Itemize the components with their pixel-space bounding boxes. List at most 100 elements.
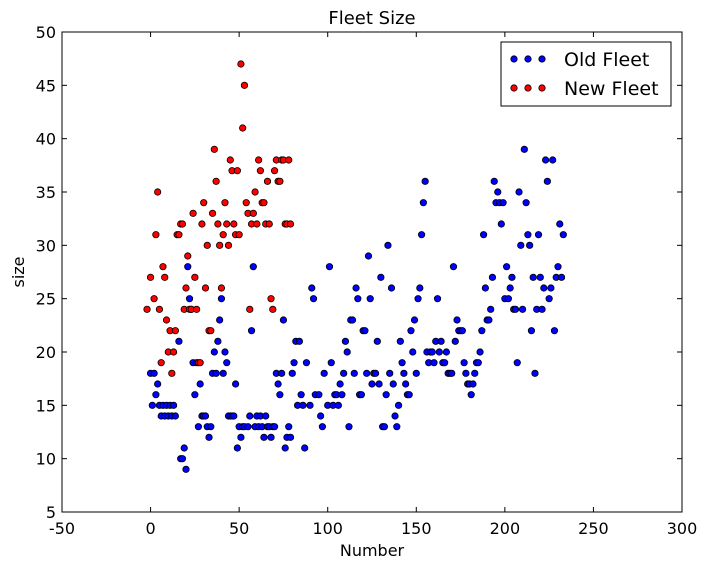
data-point [288,369,296,377]
data-point [540,284,548,292]
data-point [191,391,199,399]
data-point [171,327,179,335]
data-point [441,359,449,367]
data-point [361,327,369,335]
data-point [205,433,213,441]
data-point [191,273,199,281]
series-new-fleet [143,60,295,377]
data-point [171,412,179,420]
data-point [201,284,210,292]
data-point [290,359,298,367]
data-point [487,305,495,313]
data-point [297,391,305,399]
data-point [276,177,284,185]
x-tick-label: 0 [145,519,155,538]
data-point [421,177,429,185]
data-points [143,60,567,473]
y-tick-label: 30 [36,236,56,255]
data-point [196,380,204,388]
data-point [230,220,238,228]
data-point [382,391,390,399]
data-point [161,273,169,281]
data-point [263,177,272,185]
data-point [442,348,450,356]
data-point [175,231,183,239]
legend-marker [510,84,518,92]
data-point [162,316,171,324]
x-tick-label: 300 [667,519,698,538]
data-point [207,423,215,431]
data-point [193,305,201,313]
data-point [207,327,215,335]
data-point [437,337,445,345]
data-point [318,423,326,431]
data-point [308,284,316,292]
plot-frame [61,31,683,513]
data-point [295,337,303,345]
chart-title: Fleet Size [328,8,415,29]
data-point [255,156,263,164]
data-point [239,124,247,132]
data-point [276,391,284,399]
data-point [184,252,192,260]
data-point [541,156,550,164]
data-point [488,273,497,281]
data-point [520,145,528,153]
data-point [531,369,539,377]
x-tick-label: 200 [490,519,521,538]
data-point [253,220,261,228]
data-point [143,305,151,313]
data-point [226,156,234,164]
data-point [148,401,156,409]
data-point [286,220,295,228]
data-point [208,209,217,217]
x-tick-label: 50 [229,519,249,538]
y-tick-label: 45 [36,76,56,95]
data-point [196,359,204,367]
data-point [556,220,564,228]
legend-marker [524,55,532,63]
data-point [550,327,559,335]
data-point [242,199,250,207]
data-point [285,156,293,164]
data-point [448,369,456,377]
data-point [281,444,289,452]
data-point [417,231,426,239]
data-point [159,263,167,271]
data-point [214,220,222,228]
data-point [354,295,362,303]
data-point [146,273,155,281]
data-point [306,401,314,409]
legend-label: Old Fleet [564,49,649,71]
data-point [217,295,226,303]
data-point [364,252,373,260]
data-point [557,273,566,281]
data-point [409,348,417,356]
data-point [503,263,511,271]
data-point [270,423,279,431]
data-point [386,369,394,377]
data-point [235,231,243,239]
data-point [286,433,295,441]
data-point [214,337,222,345]
data-point [184,263,192,271]
data-point [233,167,241,175]
data-point [154,380,162,388]
data-point [216,316,224,324]
data-point [543,177,551,185]
data-point [269,305,277,313]
data-point [278,369,286,377]
data-point [249,263,257,271]
data-point [320,369,328,377]
data-point [517,241,525,249]
y-tick-label: 50 [36,23,56,42]
data-point [267,295,275,303]
data-point [221,348,229,356]
data-point [504,295,512,303]
data-point [527,327,536,335]
legend-entry: New Fleet [510,78,659,100]
data-point [178,220,187,228]
data-point [419,199,427,207]
legend-box [500,41,672,107]
data-point [469,380,477,388]
